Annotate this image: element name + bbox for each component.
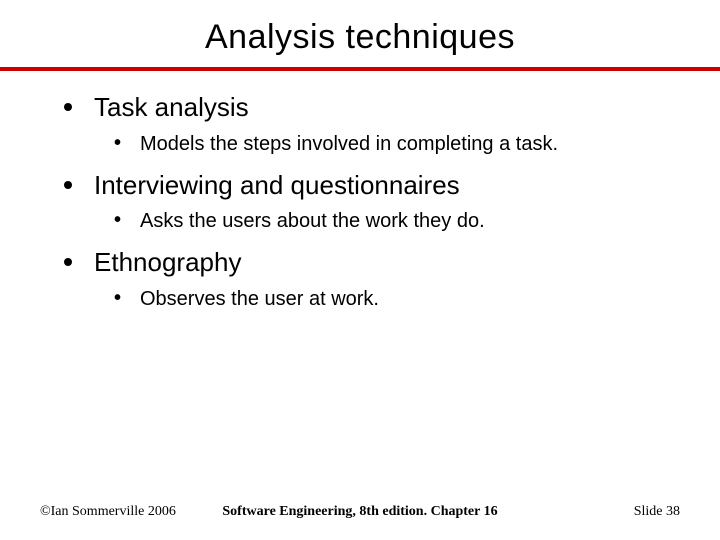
topic-2: Ethnography • Observes the user at work. xyxy=(64,248,680,312)
footer-right: Slide 38 xyxy=(634,504,680,520)
topic-1: Interviewing and questionnaires • Asks t… xyxy=(64,171,680,235)
slide-content: Task analysis • Models the steps involve… xyxy=(0,71,720,312)
sub-1-0: • Asks the users about the work they do. xyxy=(64,209,680,234)
sub-bullet-icon: • xyxy=(114,132,140,155)
topic-label-0: Task analysis xyxy=(94,93,249,122)
sub-text-1-0: Asks the users about the work they do. xyxy=(140,209,680,234)
slide-title: Analysis techniques xyxy=(0,0,720,67)
bullet-dot-icon xyxy=(64,258,72,266)
topic-label-1: Interviewing and questionnaires xyxy=(94,171,460,200)
sub-2-0: • Observes the user at work. xyxy=(64,287,680,312)
sub-0-0: • Models the steps involved in completin… xyxy=(64,132,680,157)
slide: Analysis techniques Task analysis • Mode… xyxy=(0,0,720,540)
bullet-dot-icon xyxy=(64,181,72,189)
footer-left: ©Ian Sommerville 2006 xyxy=(40,504,176,520)
sub-bullet-icon: • xyxy=(114,287,140,310)
topic-head-1: Interviewing and questionnaires xyxy=(64,171,680,200)
topic-0: Task analysis • Models the steps involve… xyxy=(64,93,680,157)
sub-text-2-0: Observes the user at work. xyxy=(140,287,680,312)
topic-head-0: Task analysis xyxy=(64,93,680,122)
sub-bullet-icon: • xyxy=(114,209,140,232)
topic-head-2: Ethnography xyxy=(64,248,680,277)
bullet-dot-icon xyxy=(64,103,72,111)
sub-text-0-0: Models the steps involved in completing … xyxy=(140,132,680,157)
topic-label-2: Ethnography xyxy=(94,248,241,277)
slide-footer: ©Ian Sommerville 2006 Software Engineeri… xyxy=(0,504,720,520)
